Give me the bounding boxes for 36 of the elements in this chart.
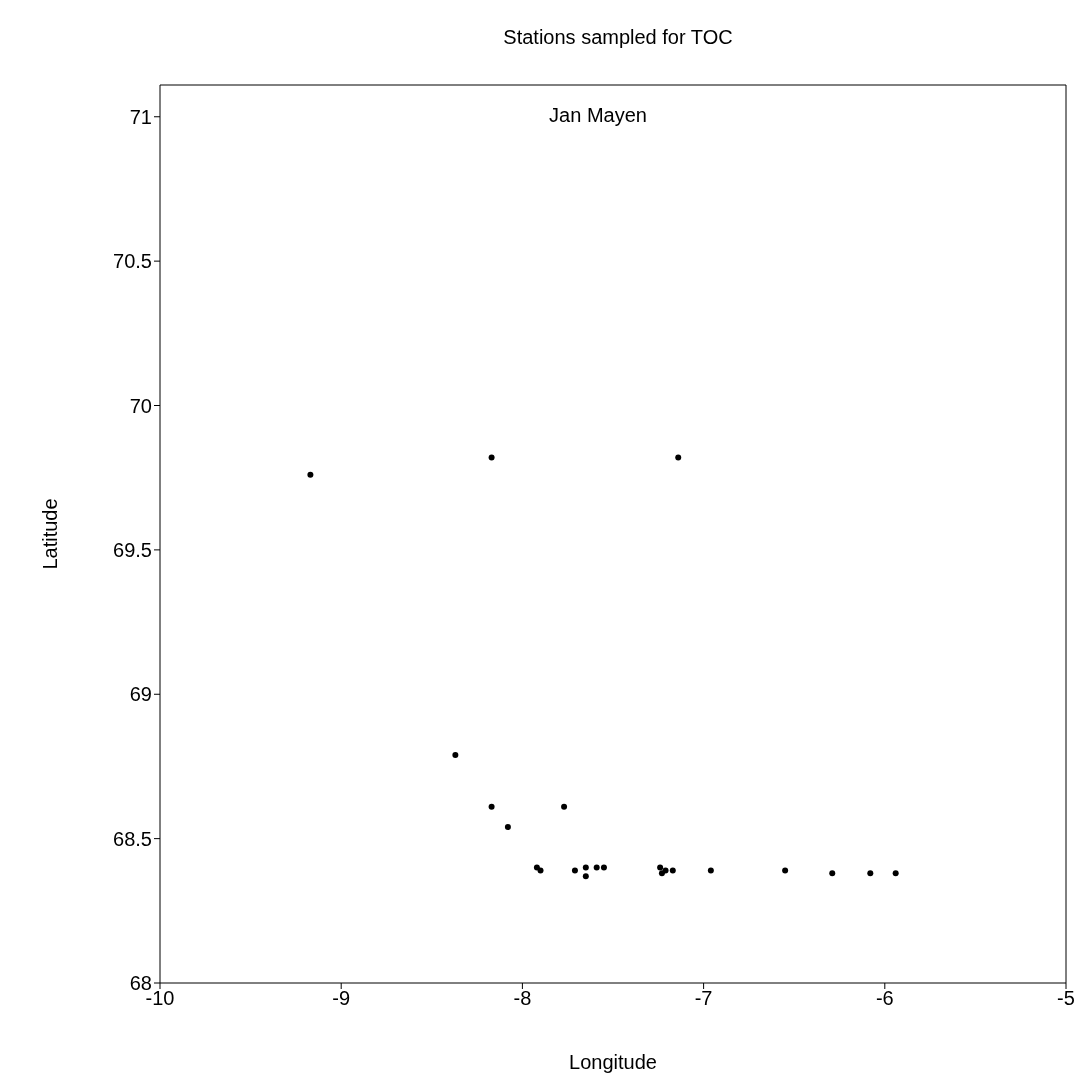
point xyxy=(488,454,495,461)
y-tick-label: 70.5 xyxy=(113,250,152,273)
x-axis-title: Longitude xyxy=(569,1051,657,1073)
point xyxy=(892,870,899,877)
y-tick-label: 69 xyxy=(129,683,152,706)
point xyxy=(867,870,874,877)
point xyxy=(452,751,459,758)
x-tick-label: -9 xyxy=(332,987,351,1010)
point xyxy=(582,864,589,871)
y-axis-title: Latitude xyxy=(39,498,62,570)
point xyxy=(669,867,676,874)
y-tick-label: 68.5 xyxy=(113,827,152,850)
point xyxy=(488,803,495,810)
x-tick-label: -7 xyxy=(694,987,713,1010)
point xyxy=(571,867,578,874)
point xyxy=(829,870,836,877)
point xyxy=(537,867,544,874)
point xyxy=(307,471,314,478)
point xyxy=(504,824,511,831)
point xyxy=(662,867,669,874)
point xyxy=(675,454,682,461)
point xyxy=(600,864,607,871)
point xyxy=(782,867,789,874)
point xyxy=(582,873,589,880)
y-tick-label: 69.5 xyxy=(113,538,152,561)
x-tick-label: -8 xyxy=(513,987,532,1010)
y-tick-label: 70 xyxy=(129,394,152,417)
chart-title: Stations sampled for TOC xyxy=(503,26,733,48)
point xyxy=(657,864,664,871)
x-tick-label: -5 xyxy=(1057,987,1075,1010)
point xyxy=(561,803,568,810)
point xyxy=(707,867,714,874)
point xyxy=(593,864,600,871)
y-tick-label: 71 xyxy=(129,105,152,128)
x-tick-label: -6 xyxy=(875,987,894,1010)
annotation: Jan Mayen xyxy=(549,104,647,126)
